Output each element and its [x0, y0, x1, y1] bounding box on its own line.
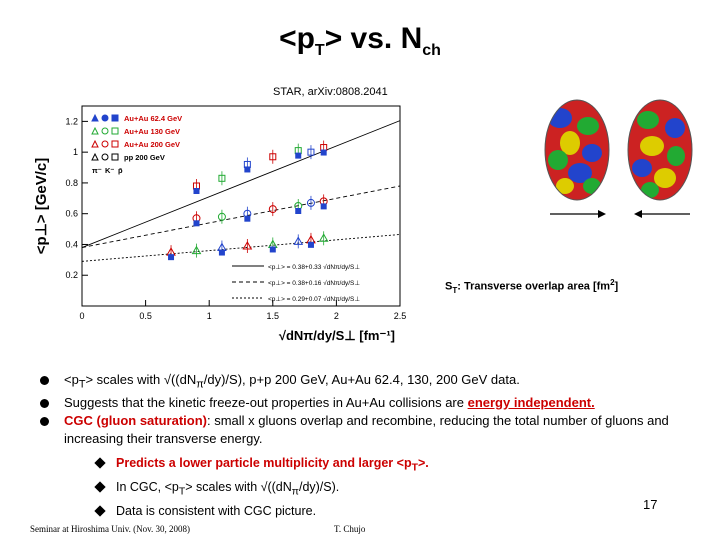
bullet-item: CGC (gluon saturation): small x gluons o… [40, 412, 690, 448]
particle-label: π⁻ [92, 166, 102, 175]
bullet-dot-icon [40, 398, 49, 408]
y-axis-label: <p⊥> [GeV/c] [33, 158, 50, 254]
legend-marker [111, 114, 119, 122]
legend-marker [101, 153, 109, 161]
data-point-filled [320, 203, 327, 210]
bullet-item: Suggests that the kinetic freeze-out pro… [40, 394, 690, 412]
reference-citation: STAR, arXiv:0808.2041 [273, 86, 388, 98]
data-point-filled [193, 188, 200, 194]
data-point-filled [269, 246, 276, 253]
footer-seminar: Seminar at Hiroshima Univ. (Nov. 30, 200… [30, 524, 191, 534]
y-tick-label: 0.2 [65, 270, 78, 280]
bullet-list: <pT> scales with √((dNπ/dy)/S), p+p 200 … [40, 371, 690, 520]
legend-label: Au+Au 200 GeV [124, 140, 180, 149]
fit-legend-label: <p⊥> = 0.29+0.07 √dNπ/dy/S⊥ [268, 295, 360, 303]
x-tick-label: 2 [334, 311, 339, 321]
fit-line [81, 234, 401, 262]
fit-legend-label: <p⊥> = 0.38+0.33 √dNπ/dy/S⊥ [268, 263, 360, 271]
slide-title: <pT> vs. Nch [279, 22, 441, 59]
sub-bullet-item: Predicts a lower particle multiplicity a… [94, 454, 690, 478]
legend-marker [111, 127, 119, 135]
diamond-bullet-icon [94, 456, 106, 469]
legend-label: Au+Au 62.4 GeV [124, 114, 182, 123]
data-point-filled [244, 215, 251, 222]
data-point [293, 236, 304, 245]
data-point [318, 233, 329, 242]
y-tick-label: 0.8 [65, 178, 78, 188]
fit-line [81, 185, 401, 248]
mean-pt-chart: 0 0.5 1 1.5 2 2.5 0.2 0.4 0.6 0.8 1 1.2 <p⊥> [GeV/c]… [33, 105, 407, 343]
x-tick-label: 0.5 [139, 311, 152, 321]
data-point-filled [168, 254, 175, 261]
x-axis-label: √dNπ/dy/S⊥ [fm⁻¹] [279, 328, 395, 343]
bullet-item: <pT> scales with √((dNπ/dy)/S), p+p 200 … [40, 371, 690, 394]
diamond-bullet-icon [94, 480, 106, 493]
bullet-dot-icon [40, 416, 49, 426]
data-point [242, 240, 253, 250]
data-point [268, 205, 277, 214]
x-tick-label: 1 [207, 311, 212, 321]
fit-line [81, 120, 401, 248]
legend-marker [91, 113, 99, 122]
sub-bullet-item: Data is consistent with CGC picture. [94, 502, 690, 521]
nucleus-right-icon [628, 100, 692, 200]
fit-legend-label: <p⊥> = 0.38+0.16 √dNπ/dy/S⊥ [268, 279, 360, 287]
x-tick-label: 0 [79, 311, 84, 321]
y-tick-label: 0.4 [65, 239, 78, 249]
particle-label: p̄ [118, 166, 123, 175]
data-point-filled [193, 220, 200, 227]
legend-marker [101, 140, 109, 148]
data-point [191, 245, 202, 255]
data-point-filled [295, 208, 302, 214]
sub-bullet-list: Predicts a lower particle multiplicity a… [40, 454, 690, 521]
legend-marker [111, 140, 119, 148]
data-point [269, 153, 277, 161]
data-point [307, 148, 315, 156]
nucleus-collision-diagram [544, 99, 693, 218]
y-tick-label: 1.2 [65, 116, 78, 126]
legend-marker [101, 114, 109, 122]
legend-marker [91, 126, 99, 135]
y-tick-label: 0.6 [65, 209, 78, 219]
legend-label: pp 200 GeV [124, 153, 165, 162]
data-point-filled [295, 152, 302, 159]
legend-label: Au+Au 130 GeV [124, 127, 180, 136]
y-tick-label: 1 [73, 147, 78, 157]
plot-frame [81, 105, 401, 307]
legend-marker [91, 139, 99, 148]
data-point [306, 198, 315, 207]
data-point-filled [218, 249, 225, 256]
x-tick-label: 1.5 [267, 311, 280, 321]
particle-label: K⁻ [105, 166, 114, 175]
overlap-area-label: ST: Transverse overlap area [fm2] [445, 278, 619, 295]
page-number: 17 [643, 497, 658, 512]
data-point [218, 174, 226, 182]
data-point-filled [320, 149, 327, 156]
bullet-dot-icon [40, 376, 49, 385]
x-tick-label: 2.5 [394, 311, 407, 321]
legend-marker [101, 127, 109, 135]
legend-marker [111, 153, 119, 161]
data-point-filled [244, 166, 251, 173]
data-point [217, 212, 226, 221]
nucleus-left-icon [545, 100, 609, 200]
legend-marker [91, 152, 99, 161]
footer-author: T. Chujo [334, 524, 366, 534]
data-point-filled [307, 241, 314, 248]
diamond-bullet-icon [94, 504, 106, 517]
sub-bullet-item: In CGC, <pT> scales with √((dNπ/dy)/S). [94, 478, 690, 502]
